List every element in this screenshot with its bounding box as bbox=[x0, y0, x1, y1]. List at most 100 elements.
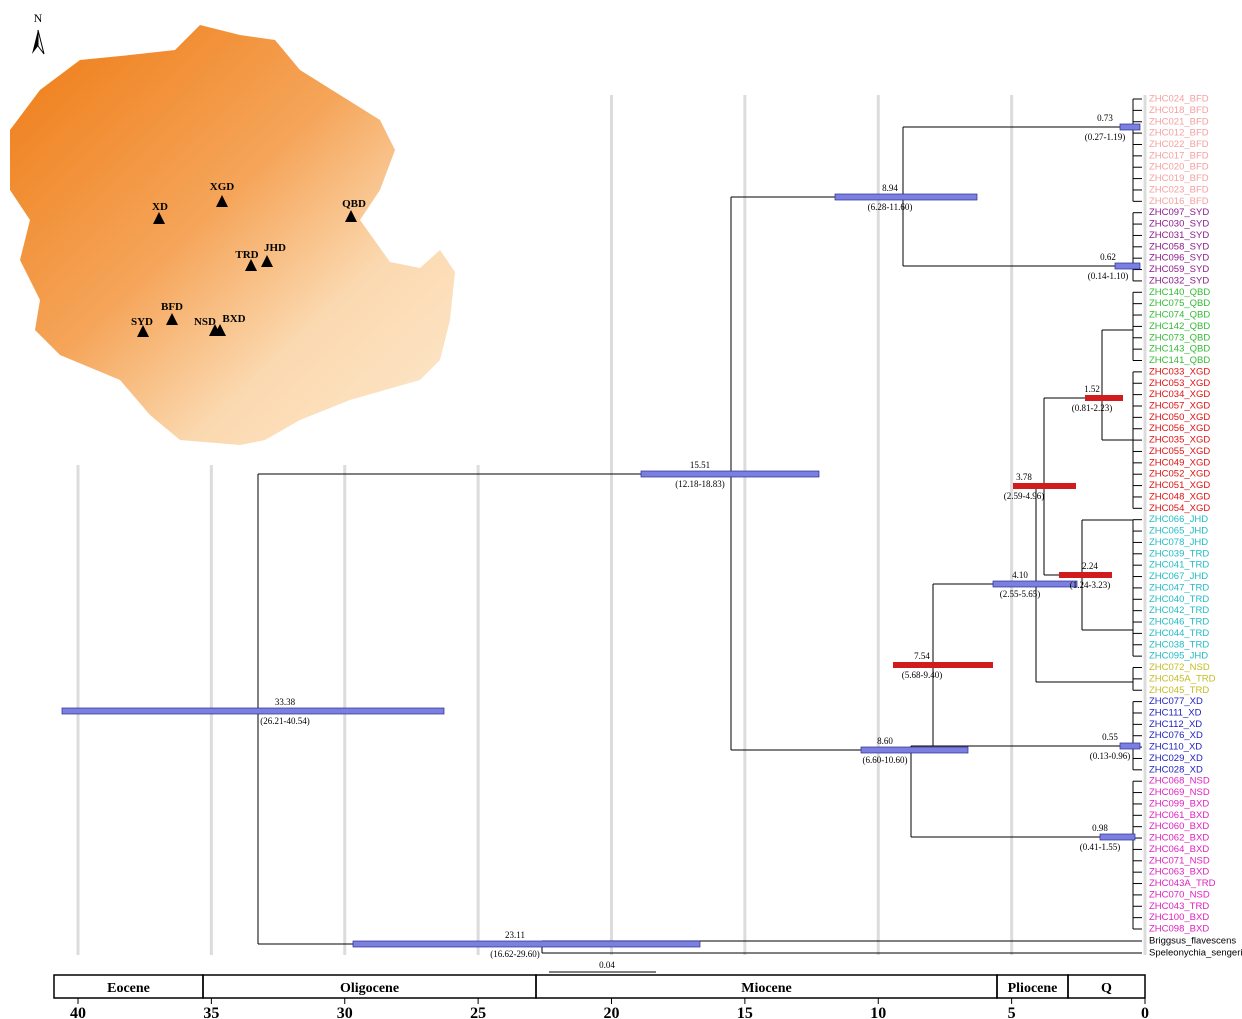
tip-label: ZHC095_JHD bbox=[1149, 651, 1208, 662]
tip-label: ZHC063_BXD bbox=[1149, 867, 1209, 878]
tip-label: ZHC098_BXD bbox=[1149, 924, 1209, 935]
tip-label: ZHC049_XGD bbox=[1149, 457, 1210, 468]
hpd-bar bbox=[861, 747, 968, 753]
hpd-bar bbox=[1120, 124, 1140, 130]
tip-label: ZHC035_XGD bbox=[1149, 435, 1210, 446]
epoch-label: Oligocene bbox=[340, 981, 399, 996]
site-label: XGD bbox=[210, 181, 235, 193]
hpd-bar bbox=[353, 941, 700, 947]
north-arrow: N bbox=[32, 11, 44, 54]
tick-label: 35 bbox=[203, 1005, 219, 1019]
node-age: 33.38 bbox=[275, 697, 296, 707]
tip-label: ZHC057_XGD bbox=[1149, 401, 1210, 412]
tip-label: ZHC023_BFD bbox=[1149, 184, 1209, 195]
hpd-bar bbox=[1115, 263, 1140, 269]
tip-label: ZHC041_TRD bbox=[1149, 560, 1209, 571]
site-label: BXD bbox=[222, 313, 245, 325]
tip-label: ZHC064_BXD bbox=[1149, 844, 1209, 855]
node-age: 7.54 bbox=[914, 651, 930, 661]
tip-label: ZHC012_BFD bbox=[1149, 128, 1209, 139]
tip-label: ZHC070_NSD bbox=[1149, 889, 1210, 900]
node-age: 0.98 bbox=[1092, 823, 1108, 833]
tip-label: ZHC020_BFD bbox=[1149, 162, 1209, 173]
tip-label: ZHC096_SYD bbox=[1149, 253, 1209, 264]
tip-label: ZHC075_QBD bbox=[1149, 298, 1210, 309]
tip-label: ZHC073_QBD bbox=[1149, 332, 1210, 343]
tip-label: ZHC111_XD bbox=[1149, 707, 1202, 718]
node-hpd: (2.55-5.65) bbox=[1000, 589, 1041, 599]
tip-label: ZHC078_JHD bbox=[1149, 537, 1208, 548]
tip-label: ZHC045A_TRD bbox=[1149, 673, 1216, 684]
site-label: SYD bbox=[131, 316, 153, 328]
tip-label: ZHC033_XGD bbox=[1149, 366, 1210, 377]
site-label: TRD bbox=[235, 249, 258, 261]
tip-label: ZHC028_XD bbox=[1149, 764, 1203, 775]
tip-label: ZHC050_XGD bbox=[1149, 412, 1210, 423]
tip-label: ZHC077_XD bbox=[1149, 696, 1203, 707]
tip-label: ZHC143_QBD bbox=[1149, 344, 1210, 355]
tip-label: ZHC066_JHD bbox=[1149, 514, 1208, 525]
map bbox=[10, 25, 455, 445]
tip-label: ZHC072_NSD bbox=[1149, 662, 1210, 673]
tip-label: Briggsus_flavescens bbox=[1149, 936, 1236, 947]
tip-label: ZHC076_XD bbox=[1149, 730, 1203, 741]
tip-label: ZHC061_BXD bbox=[1149, 810, 1209, 821]
tick-label: 25 bbox=[470, 1005, 486, 1019]
tip-label: ZHC069_NSD bbox=[1149, 787, 1210, 798]
tick-label: 40 bbox=[70, 1005, 86, 1019]
node-hpd: (6.28-11.60) bbox=[868, 202, 913, 212]
tick-label: 10 bbox=[870, 1005, 886, 1019]
site-label: XD bbox=[152, 201, 168, 213]
site-label: BFD bbox=[161, 301, 183, 313]
node-age: 3.78 bbox=[1016, 472, 1032, 482]
node-age: 23.11 bbox=[505, 930, 525, 940]
node-age: 15.51 bbox=[690, 460, 710, 470]
node-hpd: (26.21-40.54) bbox=[260, 716, 310, 726]
hpd-bar bbox=[993, 581, 1077, 587]
tip-label: ZHC054_XGD bbox=[1149, 503, 1210, 514]
tip-label: ZHC074_QBD bbox=[1149, 310, 1210, 321]
node-hpd: (0.27-1.19) bbox=[1085, 132, 1126, 142]
tip-label: ZHC065_JHD bbox=[1149, 526, 1208, 537]
tip-label: ZHC062_BXD bbox=[1149, 833, 1209, 844]
node-hpd: (0.41-1.55) bbox=[1080, 842, 1121, 852]
tip-label: ZHC038_TRD bbox=[1149, 639, 1209, 650]
node-age: 1.52 bbox=[1084, 384, 1100, 394]
tip-label: ZHC053_XGD bbox=[1149, 378, 1210, 389]
tip-label: ZHC110_XD bbox=[1149, 742, 1202, 753]
north-label: N bbox=[34, 11, 43, 25]
node-age: 0.73 bbox=[1097, 113, 1113, 123]
site-label: QBD bbox=[342, 198, 366, 210]
node-hpd: (0.81-2.23) bbox=[1072, 403, 1113, 413]
node-hpd: (16.62-29.60) bbox=[490, 949, 540, 959]
node-hpd: (12.18-18.83) bbox=[675, 479, 725, 489]
hpd-bar bbox=[1100, 834, 1135, 840]
node-age: 8.94 bbox=[882, 183, 898, 193]
tip-label: ZHC039_TRD bbox=[1149, 548, 1209, 559]
figure: N XDXGDQBDTRDJHDBFDSYDNSDBXD ZHC024_BFDZ… bbox=[0, 0, 1242, 1019]
tip-label: ZHC034_XGD bbox=[1149, 389, 1210, 400]
tip-label: ZHC112_XD bbox=[1149, 719, 1202, 730]
tick-label: 5 bbox=[1008, 1005, 1016, 1019]
tip-label: ZHC068_NSD bbox=[1149, 776, 1210, 787]
site-label: JHD bbox=[264, 242, 286, 254]
tip-label: ZHC047_TRD bbox=[1149, 582, 1209, 593]
tick-label: 0 bbox=[1141, 1005, 1149, 1019]
tip-label: ZHC029_XD bbox=[1149, 753, 1203, 764]
tip-label: ZHC048_XGD bbox=[1149, 491, 1210, 502]
node-hpd: (1.24-3.23) bbox=[1070, 580, 1111, 590]
tick-label: 20 bbox=[604, 1005, 620, 1019]
tip-label: ZHC058_SYD bbox=[1149, 241, 1209, 252]
tip-label: ZHC142_QBD bbox=[1149, 321, 1210, 332]
node-hpd: (2.59-4.96) bbox=[1004, 491, 1045, 501]
scale-bar-label: 0.04 bbox=[599, 960, 615, 970]
tip-label: ZHC031_SYD bbox=[1149, 230, 1209, 241]
tip-label: ZHC097_SYD bbox=[1149, 207, 1209, 218]
tip-label: ZHC099_BXD bbox=[1149, 798, 1209, 809]
tip-label: ZHC024_BFD bbox=[1149, 94, 1209, 105]
tip-label: ZHC046_TRD bbox=[1149, 617, 1209, 628]
tip-label: ZHC032_SYD bbox=[1149, 275, 1209, 286]
tip-label: ZHC100_BXD bbox=[1149, 912, 1209, 923]
hpd-bar-highlight bbox=[1059, 572, 1112, 578]
tick-label: 15 bbox=[737, 1005, 753, 1019]
